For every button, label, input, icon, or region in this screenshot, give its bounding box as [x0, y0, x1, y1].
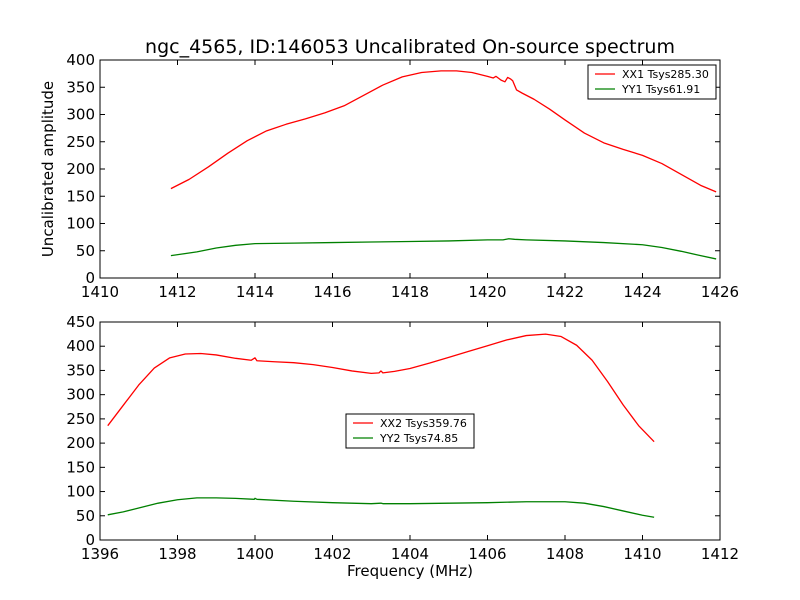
y-tick-label: 0 — [85, 531, 95, 549]
x-tick-label: 1412 — [701, 545, 739, 563]
y-tick-label: 250 — [66, 133, 95, 151]
top-legend[interactable]: XX1 Tsys285.30 YY1 Tsys61.91 — [587, 64, 717, 100]
x-tick-label: 1404 — [391, 545, 429, 563]
y-tick-label: 150 — [66, 458, 95, 476]
y-tick-label: 400 — [66, 51, 95, 69]
legend-label-yy2: YY2 Tsys74.85 — [379, 432, 458, 445]
x-tick-label: 1412 — [158, 283, 196, 301]
y-tick-label: 100 — [66, 215, 95, 233]
y-tick-label: 0 — [85, 269, 95, 287]
series-line-yy2 — [107, 497, 655, 518]
x-tick-label: 1416 — [313, 283, 351, 301]
x-tick-label: 1406 — [468, 545, 506, 563]
x-tick-label: 1424 — [623, 283, 661, 301]
x-axis-label: Frequency (MHz) — [347, 562, 473, 580]
x-tick-label: 1420 — [468, 283, 506, 301]
legend-label-xx2: XX2 Tsys359.76 — [380, 417, 467, 430]
bottom-legend[interactable]: XX2 Tsys359.76 YY2 Tsys74.85 — [345, 413, 475, 449]
y-axis-label: Uncalibrated amplitude — [39, 81, 57, 257]
x-tick-label: 1400 — [236, 545, 274, 563]
y-tick-label: 50 — [76, 507, 95, 525]
y-tick-label: 250 — [66, 410, 95, 428]
x-tick-label: 1410 — [81, 283, 119, 301]
x-tick-label: 1422 — [546, 283, 584, 301]
y-tick-label: 200 — [66, 434, 95, 452]
y-tick-label: 100 — [66, 483, 95, 501]
y-tick-label: 400 — [66, 337, 95, 355]
y-tick-label: 50 — [76, 242, 95, 260]
x-tick-label: 1410 — [623, 545, 661, 563]
series-line-yy1 — [170, 238, 717, 260]
y-tick-label: 200 — [66, 160, 95, 178]
x-tick-label: 1396 — [81, 545, 119, 563]
legend-label-xx1: XX1 Tsys285.30 — [622, 68, 709, 81]
y-tick-label: 300 — [66, 386, 95, 404]
chart-title: ngc_4565, ID:146053 Uncalibrated On-sour… — [145, 36, 675, 58]
top-plot-frame — [99, 59, 721, 279]
bottom-plot-frame — [99, 321, 721, 541]
x-tick-label: 1414 — [236, 283, 274, 301]
x-tick-label: 1418 — [391, 283, 429, 301]
series-line-xx1 — [170, 70, 717, 193]
x-tick-label: 1408 — [546, 545, 584, 563]
bottom-subplot: Frequency (MHz) 1396 1398 1400 1402 1404 1406… — [66, 313, 739, 580]
y-tick-label: 350 — [66, 78, 95, 96]
y-tick-label: 300 — [66, 106, 95, 124]
legend-box — [587, 64, 717, 100]
legend-label-yy1: YY1 Tsys61.91 — [621, 83, 700, 96]
y-tick-label: 350 — [66, 361, 95, 379]
x-tick-label: 1402 — [313, 545, 351, 563]
top-subplot: ngc_4565, ID:146053 Uncalibrated On-sour… — [39, 36, 739, 301]
x-tick-label: 1398 — [158, 545, 196, 563]
series-line-xx2 — [107, 333, 655, 443]
y-tick-label: 450 — [66, 313, 95, 331]
x-tick-label: 1426 — [701, 283, 739, 301]
legend-box — [345, 413, 475, 449]
y-tick-label: 150 — [66, 187, 95, 205]
